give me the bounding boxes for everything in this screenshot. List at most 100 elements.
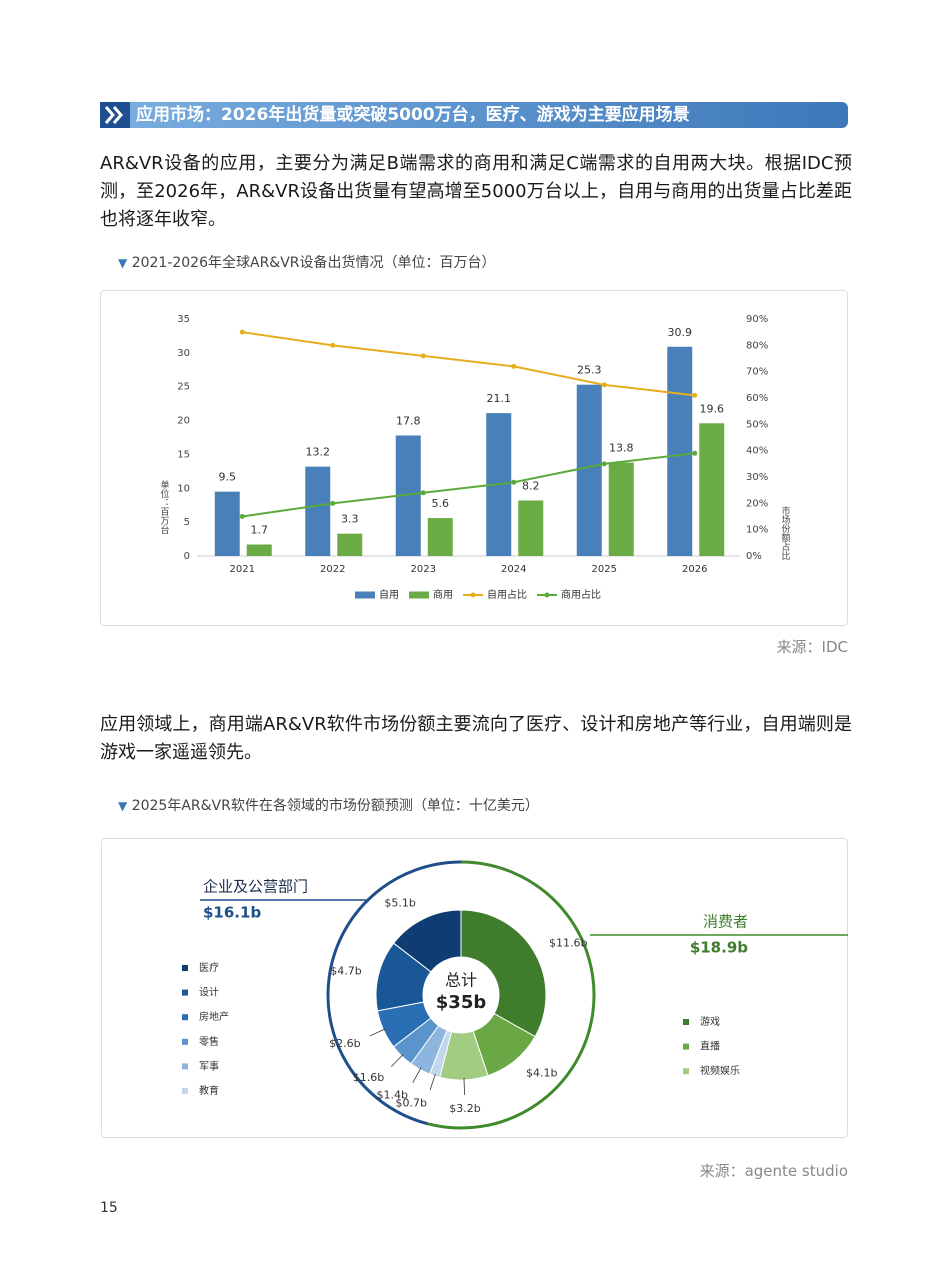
center-value: $35b	[436, 992, 487, 1013]
legend-swatch	[182, 965, 188, 971]
legend-swatch	[683, 1019, 689, 1025]
y-tick-label: 10	[177, 483, 190, 494]
y2-tick-label: 50%	[746, 419, 768, 430]
line-point	[601, 382, 607, 388]
source: 来源：agente studio	[699, 1162, 848, 1180]
bar-value-label: 19.6	[700, 402, 725, 415]
y-tick-label: 20	[177, 416, 190, 427]
slice-label: $4.1b	[526, 1067, 557, 1080]
legend-label: 教育	[199, 1084, 219, 1097]
legend-swatch	[683, 1043, 689, 1050]
y2-tick-label: 10%	[746, 525, 768, 536]
legend-swatch	[182, 989, 188, 996]
slice-label: $11.6b	[549, 936, 587, 949]
leader-line	[463, 1077, 465, 1095]
leader-line	[369, 1028, 386, 1037]
bar	[518, 500, 544, 556]
x-tick-label: 2023	[411, 564, 436, 575]
y-tick-label: 30	[177, 348, 190, 359]
bar-value-label: 13.8	[609, 442, 634, 455]
page-number: 15	[100, 1200, 118, 1216]
line-point	[420, 353, 426, 359]
slice-label: $1.6b	[353, 1071, 384, 1084]
paragraph: AR&VR设备的应用，主要分为满足B端需求的商用和满足C端需求的自用两大块。根据…	[100, 153, 852, 230]
bar	[576, 384, 602, 556]
line-point	[330, 500, 336, 506]
group-value: $16.1b	[203, 904, 261, 922]
bar-value-label: 1.7	[251, 523, 269, 536]
group-value: $18.9b	[690, 939, 748, 957]
y-tick-label: 35	[177, 314, 190, 325]
slice-label: $1.4b	[377, 1088, 408, 1101]
group-name: 消费者	[703, 913, 748, 931]
y-tick-label: 0	[184, 551, 190, 562]
bar-value-label: 25.3	[577, 364, 602, 377]
chart-caption: ▼ 2021-2026年全球AR&VR设备出货情况（单位：百万台）	[118, 252, 496, 272]
x-tick-label: 2022	[320, 564, 345, 575]
y2-tick-label: 0%	[746, 551, 762, 562]
legend-swatch	[544, 592, 550, 598]
legend-swatch	[182, 1038, 188, 1045]
group-ring	[427, 860, 596, 1130]
y-tick-label: 5	[184, 517, 190, 528]
line-point	[239, 514, 245, 519]
bar-value-label: 8.2	[522, 479, 540, 492]
source: 来源：IDC	[776, 638, 848, 656]
center-text: 总计	[445, 971, 477, 990]
chart-caption: ▼ 2025年AR&VR软件在各领域的市场份额预测（单位：十亿美元）	[118, 795, 539, 815]
bar	[699, 423, 725, 556]
legend-label: 零售	[199, 1035, 219, 1048]
chart-title: 2025年AR&VR软件在各领域的市场份额预测（单位：十亿美元）	[131, 798, 539, 814]
donut-slice	[460, 909, 547, 1038]
chart-frame	[101, 838, 848, 1138]
bar-value-label: 13.2	[306, 446, 331, 459]
bar	[246, 544, 272, 556]
legend-label: 游戏	[700, 1015, 720, 1028]
y-tick-label: 15	[177, 449, 190, 460]
y2-axis-label: 市场份额占比	[780, 505, 791, 560]
caption-marker: ▼	[118, 799, 128, 813]
group-ring	[326, 860, 462, 1126]
x-tick-label: 2026	[682, 564, 707, 575]
y2-tick-label: 20%	[746, 498, 768, 509]
legend-label: 商用占比	[561, 588, 601, 601]
line-point	[511, 363, 517, 369]
bar	[427, 518, 453, 556]
legend-label: 军事	[199, 1059, 219, 1072]
legend-label: 直播	[700, 1040, 720, 1053]
chevrons	[104, 106, 123, 124]
header-bar	[100, 102, 848, 128]
legend-label: 视频娱乐	[700, 1064, 740, 1077]
bar	[667, 346, 693, 556]
line-point	[511, 479, 517, 485]
line-point	[330, 342, 336, 348]
bar	[305, 466, 331, 556]
line	[242, 452, 695, 518]
bar	[214, 491, 240, 556]
bar-value-label: 3.3	[341, 513, 359, 526]
x-tick-label: 2025	[592, 564, 617, 575]
legend-swatch	[683, 1068, 689, 1075]
header-title: 应用市场：2026年出货量或突破5000万台，医疗、游戏为主要应用场景	[136, 105, 690, 125]
legend-label: 房地产	[199, 1010, 229, 1023]
legend-label: 自用	[379, 588, 399, 601]
x-tick-label: 2024	[501, 564, 526, 575]
legend-label: 医疗	[199, 961, 219, 974]
legend-swatch	[182, 1014, 188, 1021]
legend-label: 自用占比	[487, 588, 527, 601]
y-tick-label: 25	[177, 382, 190, 393]
bar	[608, 462, 634, 556]
line-point	[239, 329, 245, 335]
header-icon	[100, 102, 130, 128]
legend-label: 设计	[199, 986, 219, 999]
line-point	[692, 450, 698, 456]
caption-marker: ▼	[118, 256, 128, 270]
legend-swatch	[470, 592, 476, 598]
y2-tick-label: 80%	[746, 340, 768, 351]
y2-tick-label: 60%	[746, 393, 768, 404]
donut-slice	[439, 1030, 489, 1081]
y2-tick-label: 30%	[746, 472, 768, 483]
legend-swatch	[182, 1088, 188, 1094]
chart-frame	[100, 290, 848, 626]
